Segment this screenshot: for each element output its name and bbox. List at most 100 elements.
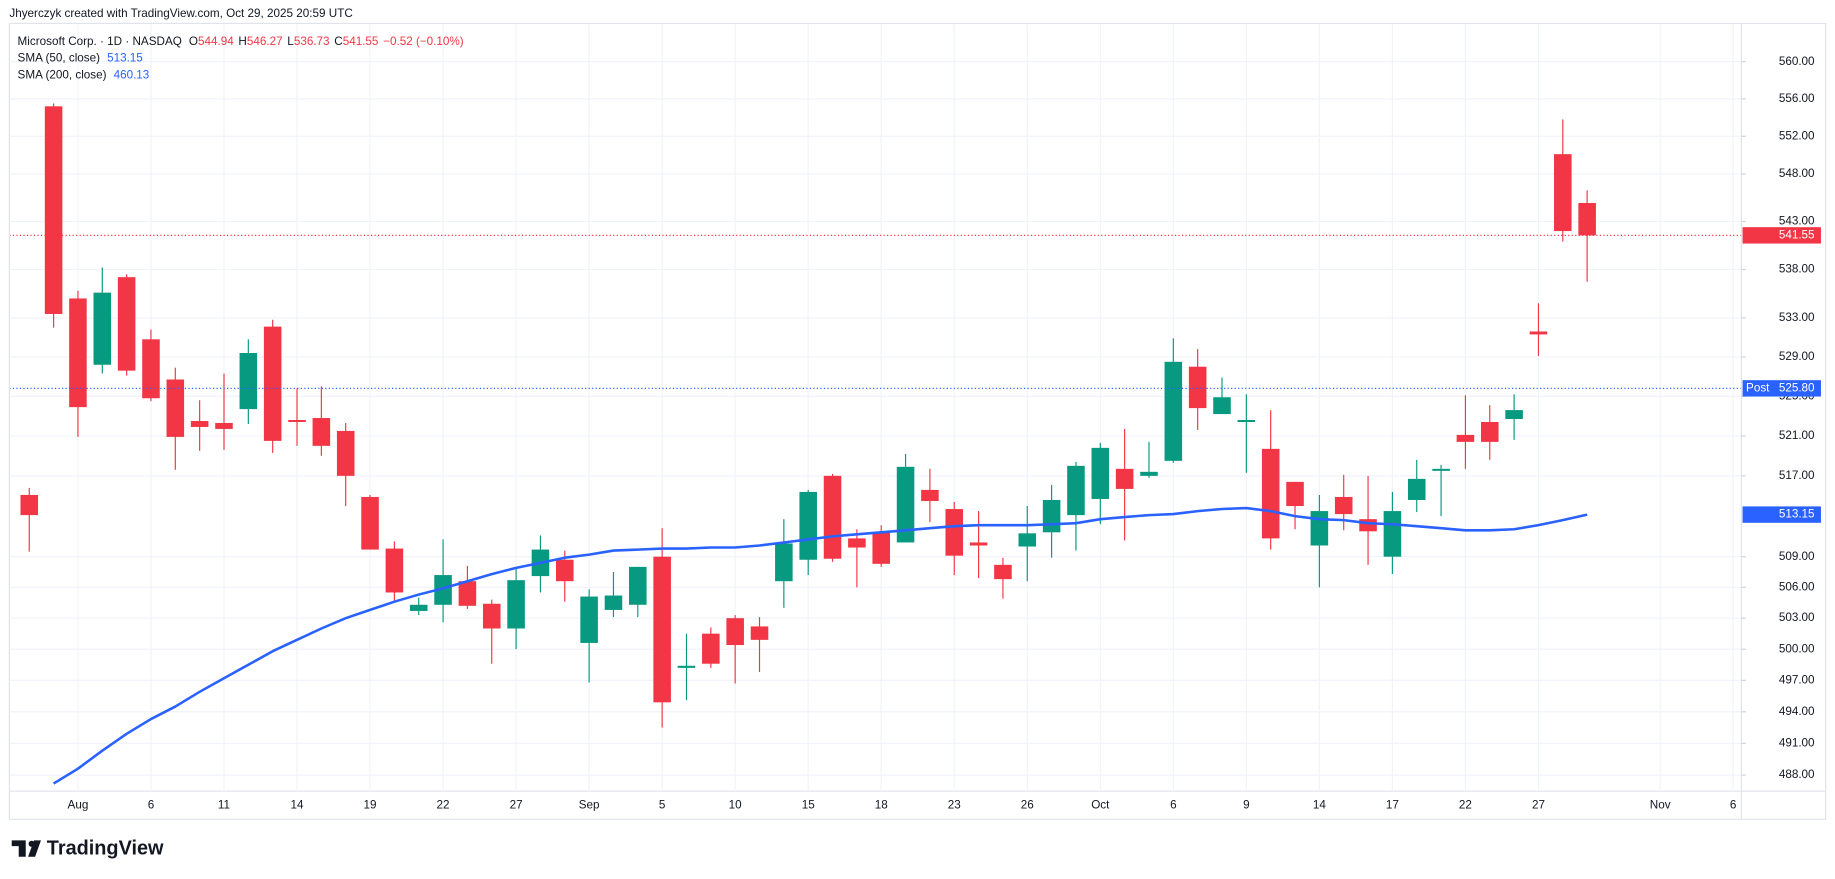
- x-tick-label: 6: [148, 798, 155, 811]
- candle-body: [69, 298, 87, 408]
- legend-series-name: SMA (50, close): [18, 52, 101, 65]
- candle-body: [385, 548, 404, 593]
- y-tick-label: 560.00: [1779, 55, 1815, 68]
- last-price-badge: [1742, 227, 1821, 244]
- y-tick-label: 529.00: [1779, 350, 1815, 363]
- y-tick-label: 494.00: [1779, 705, 1815, 718]
- candle-body: [629, 566, 647, 605]
- x-tick-label: 6: [1170, 798, 1177, 811]
- candle-body: [190, 420, 209, 427]
- candle-body: [702, 633, 720, 664]
- sma-badge-label: 513.15: [1779, 508, 1815, 521]
- y-tick-label: 533.00: [1779, 311, 1815, 324]
- y-tick-label: 517.00: [1779, 469, 1815, 482]
- candle-body: [726, 618, 744, 646]
- legend-change: −0.52 (−0.10%): [383, 35, 464, 48]
- candle-body: [288, 420, 306, 422]
- legend-indicator: SMA (200, close) 460.13: [18, 69, 150, 82]
- candle-body: [93, 292, 112, 365]
- candle-body: [458, 581, 477, 606]
- sma-line: [52, 506, 1588, 785]
- frame: [8, 22, 1827, 820]
- candle-body: [872, 532, 890, 564]
- candle-body: [1554, 154, 1572, 232]
- candle-body: [263, 326, 282, 441]
- candle-body: [1091, 447, 1110, 499]
- candle-body: [434, 575, 452, 605]
- candle-body: [1213, 397, 1231, 415]
- y-tick-label: 552.00: [1779, 129, 1815, 142]
- candle-body: [142, 339, 160, 399]
- candle-body: [482, 603, 501, 629]
- candle-body: [604, 595, 623, 610]
- legend-value: 544.94: [198, 35, 234, 48]
- candle-body: [1067, 465, 1085, 516]
- x-tick-label: 22: [437, 798, 450, 811]
- candle-body: [1310, 511, 1329, 546]
- candle-body: [848, 538, 866, 548]
- candle-body: [799, 491, 817, 560]
- y-tick-label: 488.00: [1779, 768, 1815, 781]
- x-tick-label: 19: [364, 798, 377, 811]
- candle-body: [896, 466, 915, 543]
- x-tick-label: 26: [1021, 798, 1034, 811]
- x-tick-label: 22: [1459, 798, 1472, 811]
- x-tick-label: 6: [1730, 798, 1737, 811]
- post-badge: [1742, 380, 1821, 397]
- candle-body: [1432, 468, 1450, 471]
- candle-body: [1042, 499, 1061, 533]
- candle-body: [1140, 471, 1158, 476]
- legend-series-value: 513.15: [107, 52, 143, 65]
- candle-body: [1115, 468, 1134, 489]
- legend-letter: C: [334, 35, 342, 48]
- candle-body: [1456, 434, 1475, 442]
- candle-body: [1188, 366, 1207, 409]
- x-tick-label: Aug: [68, 798, 89, 811]
- candle-body: [1407, 478, 1426, 500]
- legend-value: 541.55: [343, 35, 379, 48]
- x-tick-label: 27: [1532, 798, 1545, 811]
- candle-body: [1359, 519, 1377, 532]
- candle-body: [409, 604, 428, 611]
- legend-value: 536.73: [294, 35, 330, 48]
- plot: [9, 103, 1742, 785]
- candle-body: [1164, 361, 1183, 461]
- candle-body: [44, 106, 63, 314]
- logo-dot: [28, 840, 35, 847]
- x-tick-label: 5: [659, 798, 666, 811]
- y-tick-label: 503.00: [1779, 611, 1815, 624]
- candle-body: [1018, 533, 1037, 547]
- y-tick-label: 506.00: [1779, 580, 1815, 593]
- candle-body: [20, 494, 39, 516]
- candle-body: [1334, 496, 1353, 515]
- legend-indicator-name: SMA (200, close): [18, 69, 107, 82]
- x-tick-label: 23: [948, 798, 961, 811]
- candle-body: [1578, 203, 1596, 236]
- x-tick-label: 27: [510, 798, 523, 811]
- x-tick-label: 14: [1313, 798, 1326, 811]
- candle-body: [239, 352, 258, 410]
- x-tick-label: 11: [218, 798, 230, 811]
- legend-indicator-value: 460.13: [114, 69, 150, 82]
- y-tick-label: 497.00: [1779, 673, 1815, 686]
- candle-body: [312, 418, 331, 446]
- legend-title: Microsoft Corp. · 1D · NASDAQ: [18, 35, 182, 48]
- candle-body: [336, 430, 355, 476]
- y-tick-label: 491.00: [1779, 736, 1815, 749]
- x-tick-label: 15: [802, 798, 816, 811]
- candle-body: [994, 564, 1012, 580]
- x-tick-label: 9: [1243, 798, 1250, 811]
- x-tick-label: Nov: [1650, 798, 1671, 811]
- legend-letter: H: [238, 35, 246, 48]
- candle-body: [1529, 331, 1548, 335]
- candle-body: [580, 596, 598, 643]
- axis: 560.00 556.00 552.00 548.00 543.00 538.00 533.…: [68, 55, 1821, 811]
- y-tick-label: 556.00: [1779, 92, 1815, 105]
- x-tick-label: 14: [291, 798, 305, 811]
- y-tick-label: 543.00: [1779, 215, 1815, 228]
- logo: TradingView: [11, 837, 164, 859]
- candle-body: [1480, 421, 1499, 442]
- legend-letter: L: [287, 35, 294, 48]
